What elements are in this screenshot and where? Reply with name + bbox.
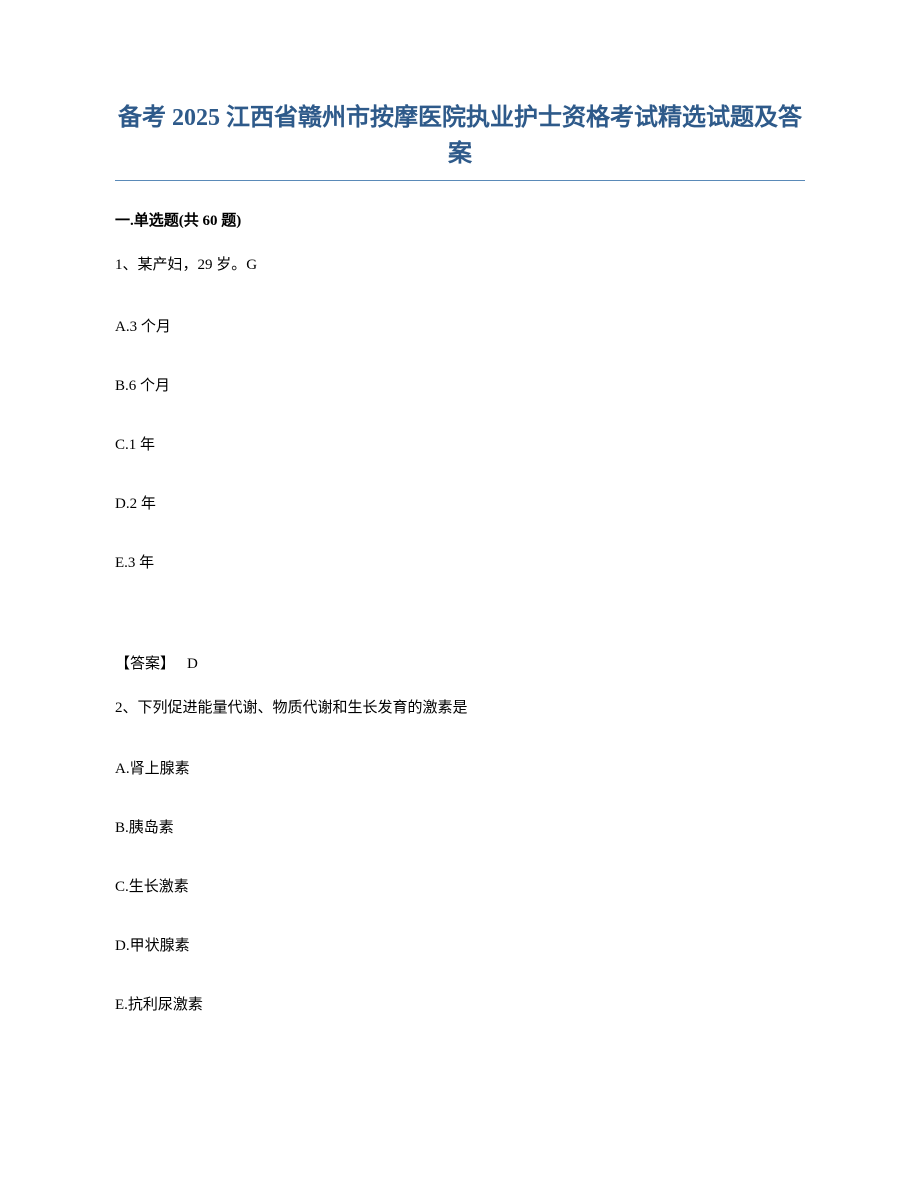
question-2-option-c: C.生长激素: [115, 875, 805, 896]
question-2-text: 下列促进能量代谢、物质代谢和生长发育的激素是: [138, 700, 468, 716]
question-1-option-d: D.2 年: [115, 492, 805, 513]
question-2-stem: 2、下列促进能量代谢、物质代谢和生长发育的激素是: [115, 697, 805, 720]
question-2-number: 2、: [115, 700, 138, 716]
question-2-option-d: D.甲状腺素: [115, 934, 805, 955]
question-1-option-b: B.6 个月: [115, 374, 805, 395]
question-1-option-a: A.3 个月: [115, 315, 805, 336]
question-1-option-c: C.1 年: [115, 433, 805, 454]
answer-value: D: [187, 656, 198, 672]
question-2-option-b: B.胰岛素: [115, 816, 805, 837]
question-2-option-a: A.肾上腺素: [115, 757, 805, 778]
section-header: 一.单选题(共 60 题): [115, 209, 805, 230]
question-1-answer: 【答案】 D: [115, 652, 805, 673]
answer-label: 【答案】: [115, 656, 175, 672]
question-2-option-e: E.抗利尿激素: [115, 993, 805, 1014]
document-title: 备考 2025 江西省赣州市按摩医院执业护士资格考试精选试题及答案: [115, 100, 805, 181]
question-1-stem: 1、某产妇，29 岁。G: [115, 254, 805, 277]
question-1-number: 1、: [115, 257, 138, 273]
question-1-text: 某产妇，29 岁。G: [138, 257, 258, 273]
question-1-option-e: E.3 年: [115, 551, 805, 572]
